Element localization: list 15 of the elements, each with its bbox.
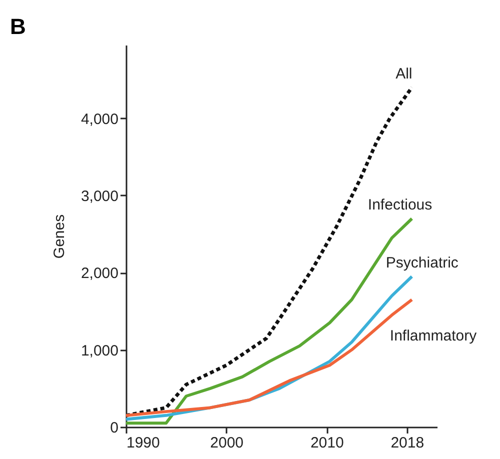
series-label: Infectious: [368, 196, 432, 214]
y-tick-label: 0: [110, 420, 118, 436]
x-tick-label: 2000: [210, 434, 244, 452]
y-tick-label: 2,000: [80, 265, 118, 282]
x-tick-label: 2010: [310, 434, 344, 452]
series-label: All: [396, 65, 412, 82]
series-label: Inflammatory: [390, 328, 478, 345]
x-tick-label: 1990: [126, 434, 160, 452]
y-tick-label: 3,000: [80, 188, 118, 205]
y-axis-title: Genes: [50, 214, 68, 259]
chart-title: B: [10, 14, 26, 39]
y-tick-label: 1,000: [80, 342, 118, 360]
x-tick-label: 2018: [390, 434, 424, 452]
series-label: Psychiatric: [386, 254, 459, 272]
y-tick-label: 4,000: [80, 110, 118, 128]
